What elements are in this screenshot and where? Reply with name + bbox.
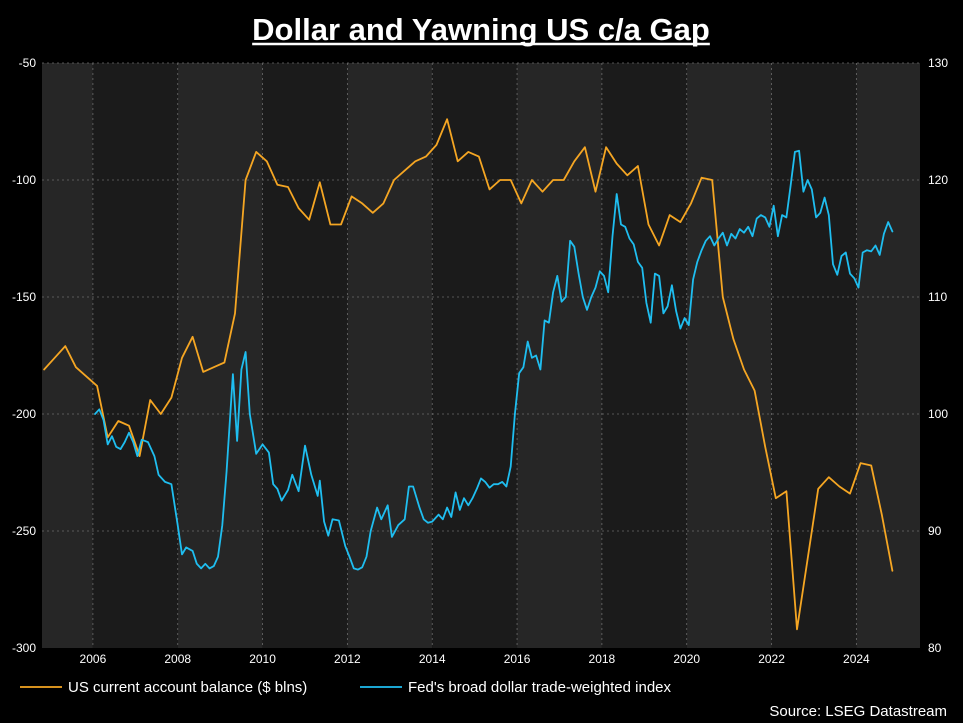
x-axis-tick-label: 2012 bbox=[334, 652, 361, 666]
series-lines bbox=[43, 118, 894, 631]
x-axis: 2006 2008 2010 2012 2014 2016 2018 2020 2022 2024 bbox=[80, 652, 870, 666]
right-y-axis: 80 90 100 110 120 130 bbox=[928, 56, 948, 655]
x-axis-tick-label: 2022 bbox=[758, 652, 785, 666]
legend-label-dollar-index: Fed's broad dollar trade-weighted index bbox=[408, 679, 672, 696]
left-axis-tick-label: -150 bbox=[12, 290, 36, 304]
x-axis-tick-label: 2006 bbox=[80, 652, 107, 666]
x-axis-tick-label: 2014 bbox=[419, 652, 446, 666]
plot-band bbox=[432, 63, 518, 648]
plot-band bbox=[42, 63, 93, 648]
legend: US current account balance ($ blns) Fed's… bbox=[20, 679, 672, 696]
left-y-axis: -300 -250 -200 -150 -100 -50 bbox=[12, 56, 36, 655]
plot-background-bands bbox=[42, 63, 920, 648]
source-note: Source: LSEG Datastream bbox=[769, 703, 947, 720]
plot-band bbox=[601, 63, 687, 648]
right-axis-tick-label: 90 bbox=[928, 524, 942, 538]
plot-band bbox=[517, 63, 602, 648]
x-axis-tick-label: 2024 bbox=[843, 652, 870, 666]
plot-band bbox=[771, 63, 857, 648]
plot-band bbox=[686, 63, 772, 648]
right-axis-tick-label: 100 bbox=[928, 407, 948, 421]
x-axis-tick-label: 2008 bbox=[164, 652, 191, 666]
current-account-line bbox=[43, 118, 894, 631]
plot-band bbox=[177, 63, 263, 648]
x-axis-tick-label: 2010 bbox=[249, 652, 276, 666]
right-axis-tick-label: 130 bbox=[928, 56, 948, 70]
plot-band bbox=[92, 63, 178, 648]
x-axis-tick-label: 2016 bbox=[504, 652, 531, 666]
x-axis-tick-label: 2018 bbox=[589, 652, 616, 666]
x-axis-tick-label: 2020 bbox=[673, 652, 700, 666]
plot-band bbox=[856, 63, 920, 648]
dollar-index-line bbox=[94, 149, 894, 571]
plot-band bbox=[347, 63, 433, 648]
chart-title: Dollar and Yawning US c/a Gap bbox=[252, 12, 710, 47]
left-axis-tick-label: -50 bbox=[19, 56, 37, 70]
left-axis-tick-label: -250 bbox=[12, 524, 36, 538]
plot-band bbox=[262, 63, 348, 648]
right-axis-tick-label: 120 bbox=[928, 173, 948, 187]
left-axis-tick-label: -200 bbox=[12, 407, 36, 421]
left-axis-tick-label: -100 bbox=[12, 173, 36, 187]
right-axis-tick-label: 80 bbox=[928, 641, 942, 655]
right-axis-tick-label: 110 bbox=[928, 290, 947, 304]
left-axis-tick-label: -300 bbox=[12, 641, 36, 655]
legend-label-current-account: US current account balance ($ blns) bbox=[68, 679, 307, 696]
gridlines bbox=[42, 62, 920, 648]
